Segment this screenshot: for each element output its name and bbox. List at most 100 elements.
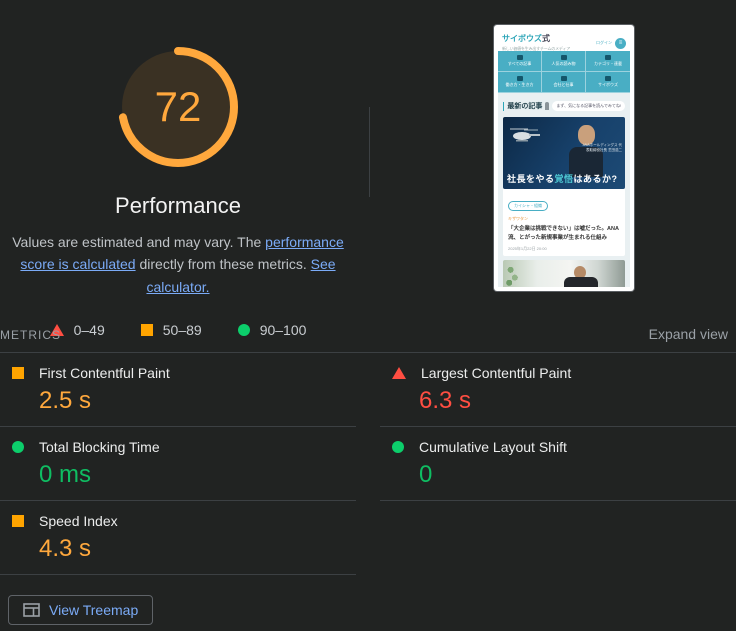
plant-decoration [505,262,519,287]
site-tagline: 新しい価値を生み出すチームのメディア [502,46,570,51]
disclaimer-text: Values are estimated and may vary. The p… [3,231,353,298]
second-person-body [564,277,598,287]
gauge-svg [118,47,238,167]
final-screenshot-thumbnail: サイボウズ式 新しい価値を生み出すチームのメディア ログイン ≡ すべての記事 人… [494,25,634,291]
aircraft-icon [510,128,540,142]
site-nav-item: すべての記事 [498,51,542,72]
pass-circle-icon [237,324,250,337]
disclaimer-mid: directly from these metrics. [135,256,311,273]
nav-icon [516,76,523,81]
nav-label: 会社と仕事 [553,82,574,87]
metric-value: 0 [419,461,433,488]
view-treemap-label: View Treemap [49,602,139,618]
site-nav-grid: すべての記事 人気の読み物 カテゴリ・連載 働き方・生き方 会社と仕事 サイボウ… [498,51,630,93]
metric-speed-index: Speed Index 4.3 s [0,501,356,575]
metric-empty-cell [380,501,736,575]
nav-icon [605,76,611,81]
metrics-header-row: METRICS Expand view [0,326,736,353]
disclaimer-pre: Values are estimated and may vary. The [12,234,266,250]
pass-circle-icon [392,441,404,453]
hero-headline-pre: 社長をやる [507,174,555,184]
legend-average: 50–89 [140,322,202,339]
score-summary: 72 Performance Values are estimated and … [0,0,356,338]
nav-icon [605,55,611,60]
section-bubble: まず、気になる記事を読んでみてね! [552,101,625,111]
metric-total-blocking-time: Total Blocking Time 0 ms [0,427,356,501]
site-nav-item: 会社と仕事 [542,72,586,93]
hero-headline: 社長をやる覚悟はあるか? [507,172,618,185]
article-category-badge: カイシャ・組織 [508,201,548,211]
view-treemap-button[interactable]: View Treemap [8,595,154,625]
site-header-right: ログイン ≡ [596,31,626,49]
metric-value: 2.5 s [39,387,92,414]
screenshot-content: サイボウズ式 新しい価値を生み出すチームのメディア ログイン ≡ すべての記事 人… [498,29,630,287]
legend-pass: 90–100 [237,322,307,339]
metric-title: Largest Contentful Paint [421,365,572,381]
section-title: 最新の記事 [507,103,543,110]
vertical-divider [369,107,370,197]
see-calculator-link[interactable]: See calculator. [146,256,336,295]
nav-label: 人気の読み物 [551,61,576,66]
pass-circle-icon [12,441,24,453]
hero-headline-post: はあるか? [573,174,618,184]
metric-largest-contentful-paint: Largest Contentful Paint 6.3 s [380,353,736,427]
hero-credit-text: ANAホールディングス 代表取締役社長 芝田浩二 [582,143,622,153]
expand-view-toggle[interactable]: Expand view [648,326,728,342]
metric-title: Speed Index [39,513,118,529]
nav-label: すべての記事 [507,61,532,66]
fail-triangle-icon [392,367,406,379]
nav-label: 働き方・生き方 [505,82,534,87]
performance-score-link[interactable]: performance score is calculated [20,234,344,273]
article-series-label: キザワタン [508,216,528,221]
average-square-icon [12,515,24,527]
site-header: サイボウズ式 新しい価値を生み出すチームのメディア ログイン ≡ [498,29,630,51]
score-legend: 0–49 50–89 90–100 [0,322,356,338]
site-logo-suffix: 式 [542,34,550,43]
metric-title: Total Blocking Time [39,439,160,455]
legend-pass-label: 90–100 [259,322,307,339]
hero-person-figure [569,125,603,189]
metrics-section: METRICS Expand view First Contentful Pai… [0,326,736,575]
metric-first-contentful-paint: First Contentful Paint 2.5 s [0,353,356,427]
site-nav-item: 働き方・生き方 [498,72,542,93]
metrics-label: METRICS [0,328,61,342]
fail-triangle-icon [49,324,64,337]
performance-gauge: 72 [116,45,240,169]
average-square-icon [12,367,24,379]
metric-title: First Contentful Paint [39,365,170,381]
legend-average-label: 50–89 [162,322,202,339]
nav-icon [560,55,567,60]
section-accent-bar [503,101,505,111]
page-title: Performance [115,193,241,218]
site-nav-item: サイボウズ [586,72,630,93]
average-square-icon [140,324,153,337]
metric-value: 4.3 s [39,535,92,562]
article-date: 2025年1月22日 20:00 [508,246,547,252]
legend-fail: 0–49 [49,322,105,339]
metrics-grid: First Contentful Paint 2.5 s Largest Con… [0,353,736,575]
site-nav-item: 人気の読み物 [542,51,586,72]
legend-fail-label: 0–49 [73,322,105,339]
mascot-icon [545,102,550,110]
site-nav-item: カテゴリ・連載 [586,51,630,72]
article-title: 「大企業は挑戦できない」は嘘だった。ANA流、とがった新規事業が生まれる仕組み [508,226,619,241]
metric-title: Cumulative Layout Shift [419,439,567,455]
gauge-arc [118,47,238,167]
latest-articles-header: 最新の記事 まず、気になる記事を読んでみてね! [503,101,625,111]
metric-value: 6.3 s [419,387,472,414]
nav-label: カテゴリ・連載 [594,61,622,66]
metric-cumulative-layout-shift: Cumulative Layout Shift 0 [380,427,736,501]
hero-headline-em: 覚悟 [554,174,574,184]
nav-label: サイボウズ [598,82,618,87]
site-logo-text: サイボウズ [502,34,542,43]
gauge-fill [122,51,234,163]
article-card: カイシャ・組織 キザワタン 「大企業は挑戦できない」は嘘だった。ANA流、とがっ… [503,189,625,257]
treemap-icon [23,603,40,617]
hero-article-image: ANAホールディングス 代表取締役社長 芝田浩二 社長をやる覚悟はあるか? [503,117,625,189]
metric-value: 0 ms [39,461,92,488]
site-login-link: ログイン [596,40,612,45]
nav-icon [560,76,567,81]
nav-icon [516,55,523,60]
second-article-image [503,260,625,287]
